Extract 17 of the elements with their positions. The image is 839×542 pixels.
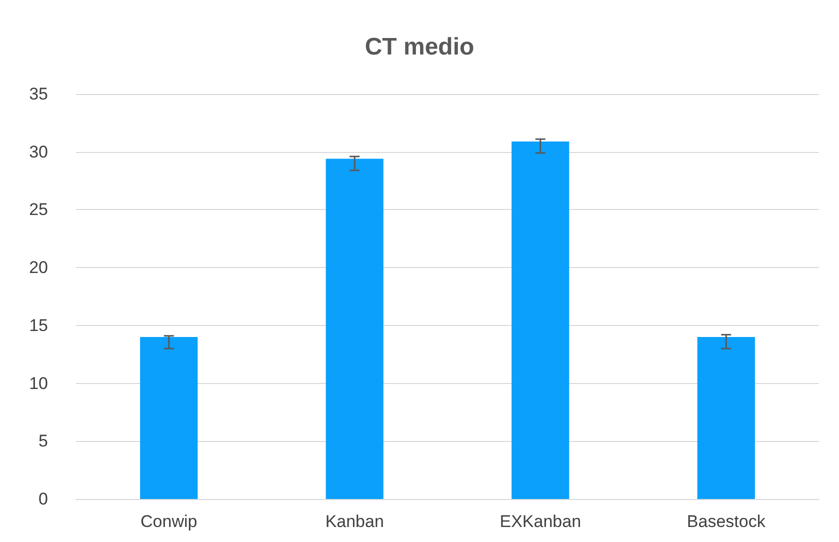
y-tick-label: 0 <box>38 490 48 508</box>
y-tick-label: 25 <box>29 200 48 220</box>
y-tick-label: 15 <box>29 316 48 335</box>
x-tick-label: EXKanban <box>500 512 582 531</box>
y-tick-label: 30 <box>29 142 48 162</box>
x-tick-label: Conwip <box>140 512 198 531</box>
y-tick-label: 35 <box>29 84 48 104</box>
bar <box>697 337 755 499</box>
y-tick-label: 5 <box>38 432 48 451</box>
bar <box>512 141 570 499</box>
x-tick-label: Kanban <box>325 512 384 531</box>
y-tick-label: 10 <box>29 374 48 393</box>
y-tick-label: 20 <box>29 258 48 278</box>
bar <box>140 337 198 499</box>
bar <box>326 158 384 499</box>
x-tick-label: Basestock <box>686 512 766 531</box>
chart-title: CT medio <box>364 34 474 60</box>
